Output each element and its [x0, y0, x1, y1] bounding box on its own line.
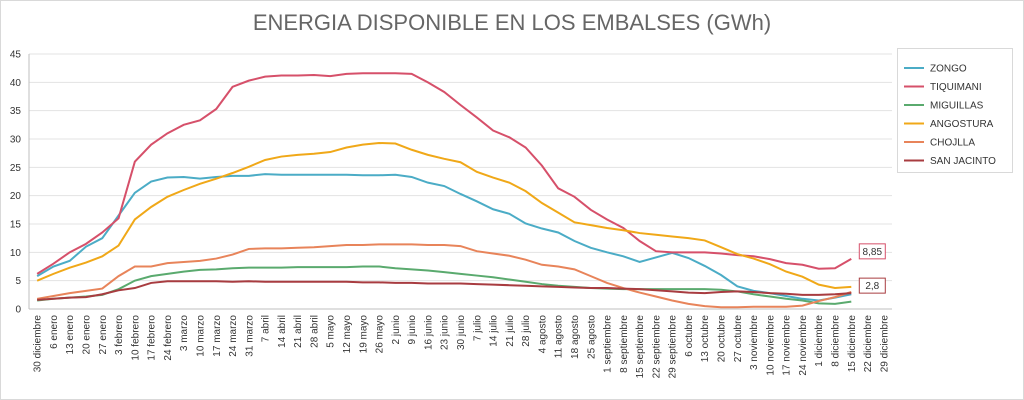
x-tick-label: 29 diciembre: [879, 315, 890, 373]
x-tick-label: 9 junio: [407, 315, 418, 345]
x-tick-label: 23 junio: [440, 315, 451, 350]
x-tick-label: 21 julio: [505, 315, 516, 347]
legend-label: TIQUIMANI: [930, 82, 982, 93]
x-tick-label: 22 septiembre: [651, 315, 662, 379]
x-tick-label: 7 abril: [261, 315, 272, 342]
series-line: [36, 141, 852, 290]
x-tick-label: 7 julio: [472, 315, 483, 342]
y-tick-label: 20: [10, 191, 22, 202]
x-tick-label: 21 abril: [293, 315, 304, 348]
x-tick-label: 29 septiembre: [668, 315, 679, 379]
x-tick-label: 26 mayo: [375, 315, 386, 354]
x-tick-label: 3 noviembre: [749, 315, 760, 370]
x-tick-label: 25 agosto: [586, 315, 597, 359]
series-line: [36, 72, 852, 275]
legend-label: ZONGO: [930, 64, 967, 75]
y-tick-label: 0: [15, 305, 21, 316]
x-tick-label: 10 marzo: [195, 315, 206, 357]
x-tick-label: 13 enero: [65, 315, 76, 355]
x-tick-label: 28 julio: [521, 315, 532, 347]
y-tick-label: 15: [10, 220, 22, 231]
x-tick-label: 13 octubre: [700, 315, 711, 363]
x-tick-label: 30 junio: [456, 315, 467, 350]
series-line: [37, 265, 852, 305]
x-tick-label: 10 febrero: [130, 315, 141, 361]
x-tick-label: 24 noviembre: [798, 315, 809, 376]
x-tick-label: 11 agosto: [554, 315, 565, 359]
x-tick-label: 14 julio: [489, 315, 500, 347]
x-tick-label: 20 octubre: [717, 315, 728, 363]
x-tick-label: 17 febrero: [147, 315, 158, 361]
x-tick-label: 12 mayo: [342, 315, 353, 354]
y-tick-label: 25: [10, 163, 22, 174]
x-tick-label: 22 diciembre: [863, 315, 874, 373]
x-tick-label: 15 diciembre: [847, 315, 858, 373]
x-tick-label: 6 enero: [49, 315, 60, 349]
y-tick-label: 10: [10, 248, 22, 259]
legend-label: MIGUILLAS: [930, 101, 984, 112]
x-tick-label: 1 diciembre: [814, 315, 825, 367]
x-tick-label: 24 febrero: [163, 315, 174, 361]
x-tick-label: 17 marzo: [212, 315, 223, 357]
data-label: 8,85: [863, 247, 883, 258]
x-tick-label: 19 mayo: [358, 315, 369, 354]
x-tick-label: 15 septiembre: [635, 315, 646, 379]
legend-label: SAN JACINTO: [930, 156, 996, 167]
y-tick-label: 30: [10, 135, 22, 146]
x-tick-label: 18 agosto: [570, 315, 581, 359]
series-line: [36, 243, 852, 309]
legend-box: [897, 48, 1013, 173]
x-tick-label: 3 febrero: [114, 315, 125, 355]
x-tick-label: 10 noviembre: [765, 315, 776, 376]
y-tick-label: 40: [10, 78, 22, 89]
x-tick-label: 8 diciembre: [831, 315, 842, 367]
y-tick-label: 35: [10, 106, 22, 117]
x-tick-label: 31 marzo: [244, 315, 255, 357]
series-line: [36, 173, 852, 302]
x-tick-label: 28 abril: [309, 315, 320, 348]
y-tick-label: 45: [10, 50, 22, 61]
x-tick-label: 16 junio: [423, 315, 434, 350]
series-line: [37, 280, 852, 301]
data-label: 2,8: [865, 281, 879, 292]
x-tick-label: 5 mayo: [326, 315, 337, 348]
data-label-box: [858, 277, 886, 294]
x-tick-label: 1 septiembre: [603, 315, 614, 373]
x-tick-label: 2 junio: [391, 315, 402, 345]
chart-title: ENERGIA DISPONIBLE EN LOS EMBALSES (GWh): [253, 10, 771, 35]
data-label-box: [858, 243, 886, 260]
legend-label: CHOJLLA: [930, 138, 975, 149]
x-tick-label: 8 septiembre: [619, 315, 630, 373]
x-tick-label: 17 noviembre: [782, 315, 793, 376]
x-tick-label: 4 agosto: [537, 315, 548, 354]
x-tick-label: 30 diciembre: [33, 315, 44, 373]
x-tick-label: 3 marzo: [179, 315, 190, 352]
x-tick-label: 27 octubre: [733, 315, 744, 363]
legend-label: ANGOSTURA: [930, 119, 994, 130]
y-tick-label: 5: [15, 276, 21, 287]
x-tick-label: 20 enero: [81, 315, 92, 355]
x-tick-label: 14 abril: [277, 315, 288, 348]
x-tick-label: 24 marzo: [228, 315, 239, 357]
x-tick-label: 6 octubre: [684, 315, 695, 357]
x-tick-label: 27 enero: [98, 315, 109, 355]
